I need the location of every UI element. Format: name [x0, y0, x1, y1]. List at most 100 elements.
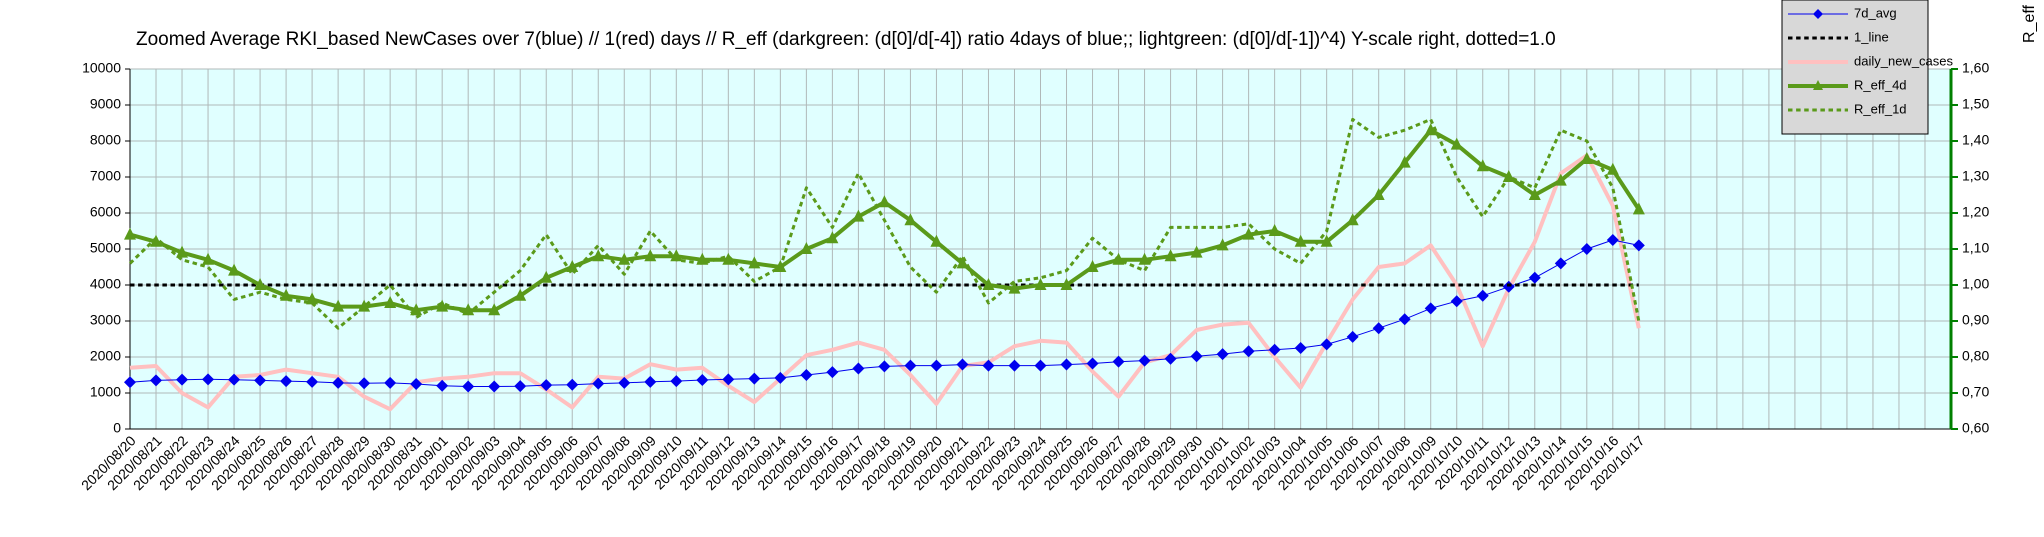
y2-tick-label: 0,60 [1962, 420, 1989, 436]
data-point [150, 374, 163, 387]
data-point [1164, 249, 1177, 262]
data-point [982, 278, 995, 290]
data-point [1112, 252, 1125, 265]
data-point [800, 242, 813, 254]
y2-tick-label: 0,80 [1962, 348, 1989, 364]
data-point [644, 249, 657, 262]
y-tick-label: 7000 [90, 168, 121, 184]
y2-axis-label: R_eff [2021, 4, 2038, 43]
y-tick-label: 1000 [90, 384, 121, 400]
data-point [280, 375, 293, 388]
data-point [1086, 260, 1099, 272]
data-point [800, 369, 813, 381]
data-point [1216, 238, 1229, 251]
y-tick-label: 8000 [90, 132, 121, 148]
data-point [384, 376, 397, 389]
data-point [930, 234, 943, 247]
data-point [1112, 355, 1125, 368]
legend-label: 7d_avg [1854, 5, 1897, 20]
data-point [1502, 170, 1515, 182]
data-point [670, 249, 683, 262]
data-point [488, 380, 501, 393]
data-point [1242, 345, 1255, 358]
data-point [488, 303, 501, 316]
data-point [1242, 227, 1255, 240]
data-point [1164, 352, 1177, 365]
y2-tick-label: 0,70 [1962, 384, 1989, 400]
y-tick-label: 6000 [90, 204, 121, 220]
data-point [1502, 280, 1515, 293]
legend-label: R_eff_4d [1854, 77, 1907, 92]
data-point [1528, 271, 1541, 284]
data-point [228, 373, 241, 386]
data-point [358, 299, 371, 312]
data-point [358, 377, 371, 390]
data-point [1632, 239, 1645, 252]
data-point [228, 263, 241, 276]
data-point [280, 288, 293, 301]
data-point [462, 303, 475, 316]
data-point [1554, 173, 1567, 186]
data-point [956, 358, 969, 371]
data-point [1034, 278, 1047, 290]
series-line [128, 117, 1641, 330]
y-tick-label: 4000 [90, 276, 121, 292]
data-point [176, 373, 189, 386]
data-point [1086, 357, 1099, 370]
data-point [332, 299, 345, 312]
chart-title: Zoomed Average RKI_based NewCases over 7… [136, 29, 1556, 50]
data-point [514, 380, 527, 393]
data-point [1138, 252, 1151, 265]
data-point [1008, 359, 1021, 372]
data-point [1008, 281, 1021, 294]
data-point [826, 366, 839, 379]
data-point [176, 245, 189, 258]
data-point [202, 252, 215, 265]
data-point [1060, 278, 1073, 290]
data-point [696, 252, 709, 265]
data-point [124, 376, 136, 389]
data-point [436, 299, 449, 312]
data-point [878, 360, 891, 373]
data-point [748, 372, 761, 385]
y2-tick-label: 1,20 [1962, 204, 1989, 220]
legend-label: 1_line [1854, 29, 1889, 44]
data-point [1424, 302, 1437, 315]
data-point [1034, 359, 1047, 372]
data-point [1060, 358, 1073, 371]
data-point [1554, 257, 1567, 270]
y2-tick-label: 1,00 [1962, 276, 1989, 292]
data-point [826, 231, 839, 244]
y2-tick-label: 0,90 [1962, 312, 1989, 328]
data-point [540, 379, 553, 392]
data-point [904, 213, 917, 226]
data-point [878, 195, 891, 208]
data-point [1268, 224, 1281, 236]
data-point [1346, 213, 1359, 226]
data-point [930, 359, 943, 372]
data-point [332, 376, 345, 389]
data-point [592, 249, 605, 262]
legend-label: daily_new_cases [1854, 53, 1954, 68]
legend-marker [1813, 9, 1823, 19]
data-point [1476, 159, 1489, 172]
legend-box [1781, 0, 1929, 135]
data-point [1398, 313, 1411, 326]
data-point [1372, 322, 1385, 335]
y2-tick-label: 1,40 [1962, 132, 1989, 148]
data-point [592, 377, 605, 390]
legend-label: R_eff_1d [1854, 101, 1907, 116]
data-point [1528, 188, 1541, 200]
data-point [1398, 155, 1411, 168]
data-point [1450, 137, 1463, 150]
data-point [618, 252, 631, 265]
legend: 7d_avg 1_line daily_new_cases R_eff_4d R_eff… [1781, 0, 1954, 135]
data-point [956, 256, 969, 269]
y-tick-label: 10000 [82, 60, 121, 76]
data-point [774, 260, 787, 272]
data-point [306, 292, 319, 305]
data-point [1216, 348, 1229, 361]
data-point [1580, 152, 1593, 164]
data-point [1450, 295, 1463, 308]
